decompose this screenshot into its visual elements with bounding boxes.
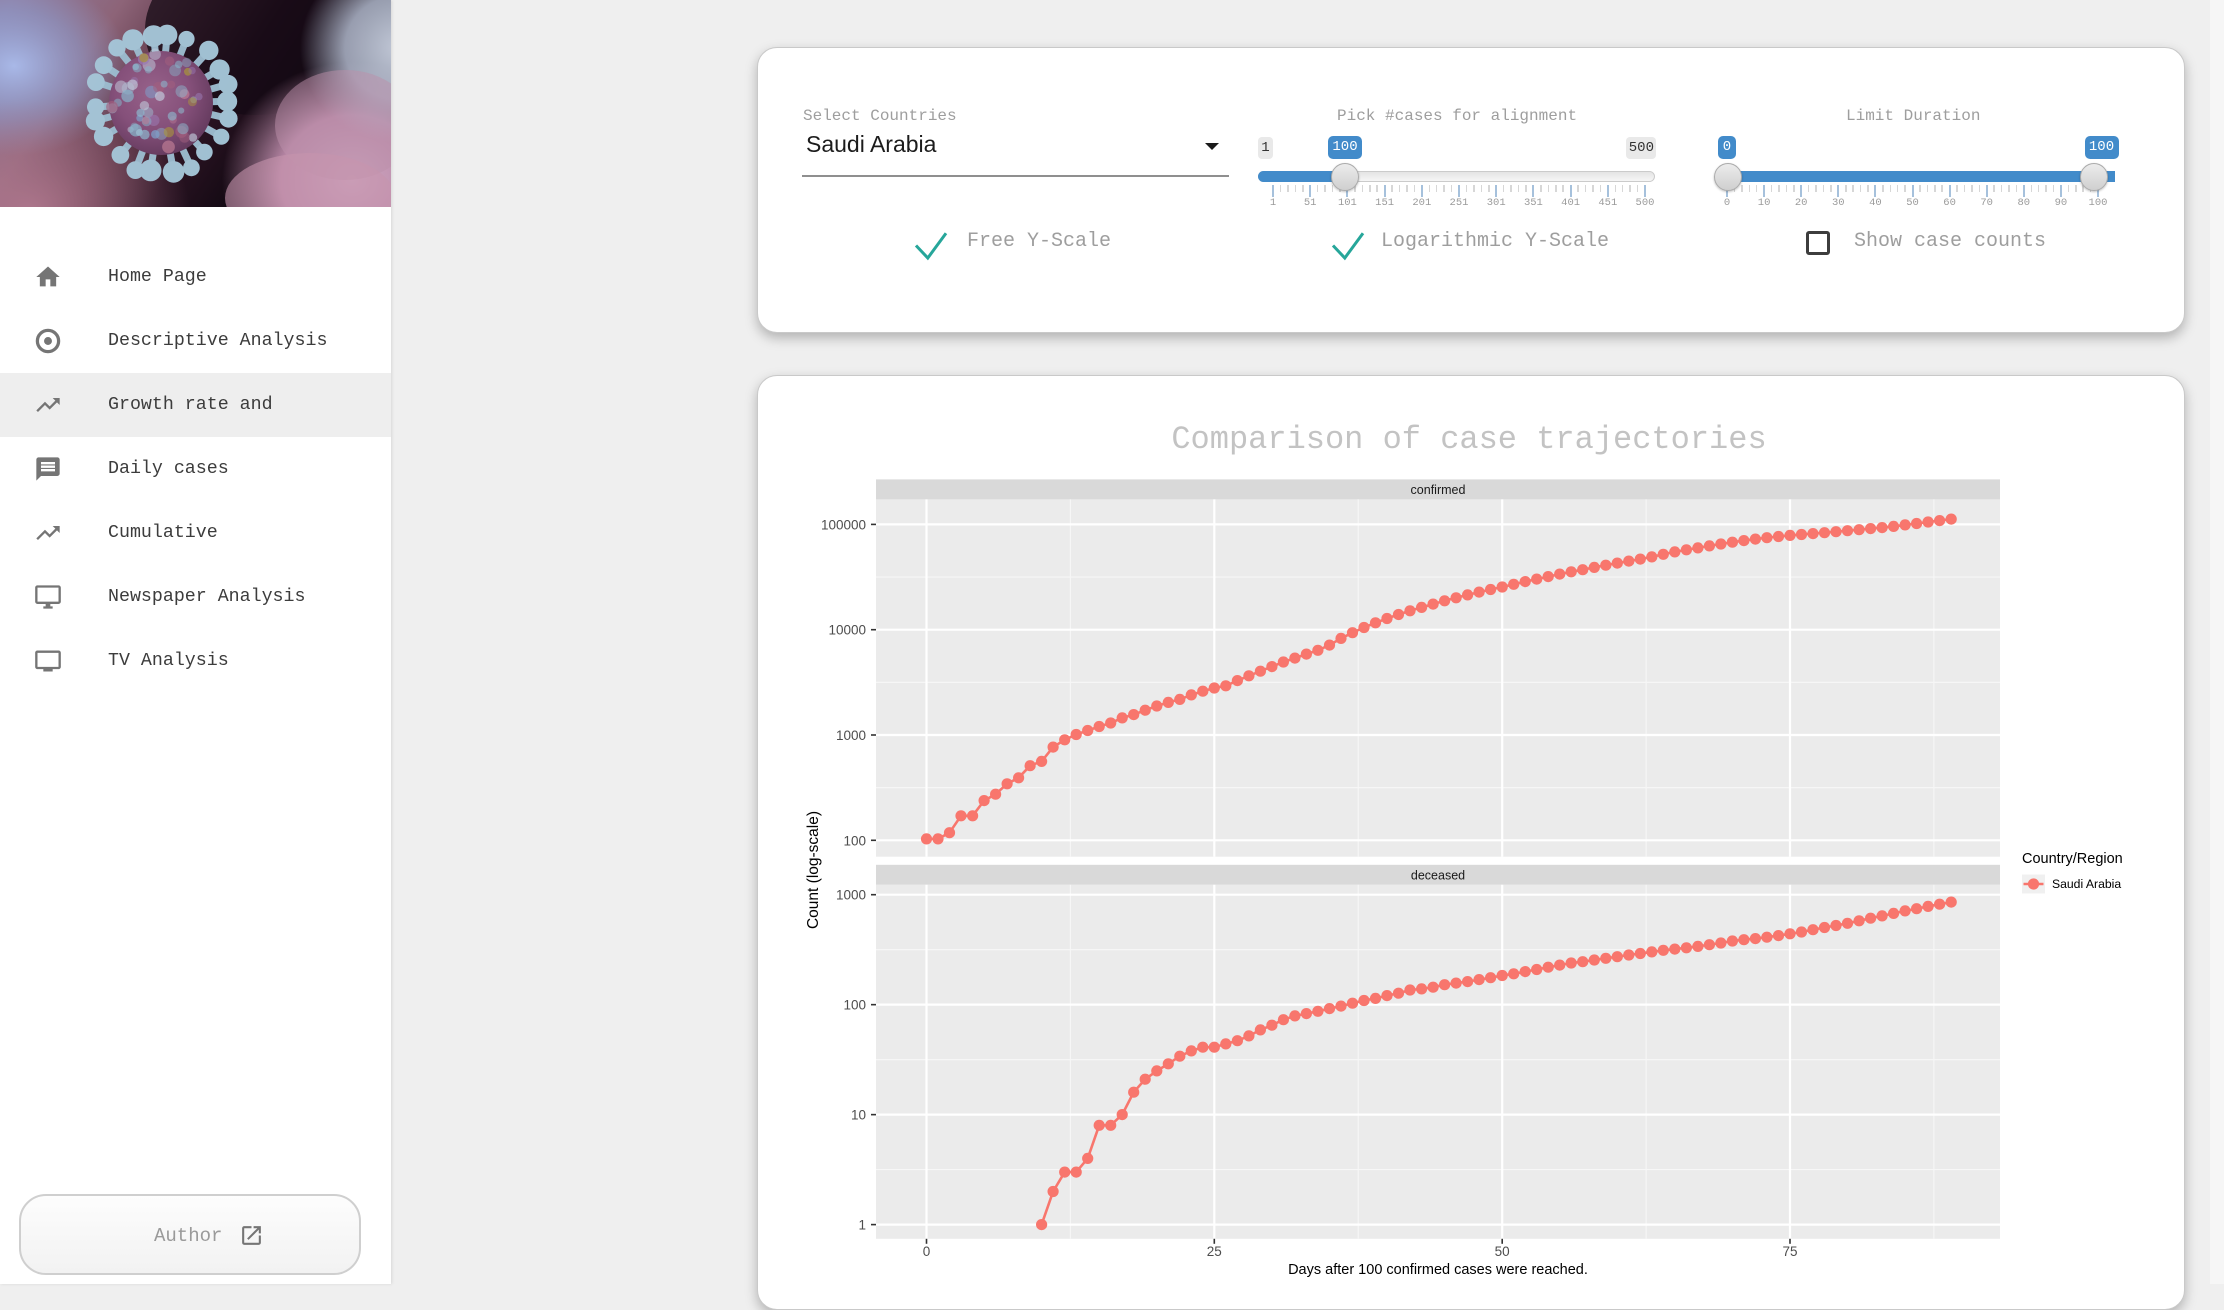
svg-text:Days after 100 confirmed cases: Days after 100 confirmed cases were reac… [1288,1262,1588,1278]
svg-text:1000: 1000 [836,888,866,903]
svg-text:50: 50 [1495,1244,1510,1259]
svg-text:Comparison of case trajectorie: Comparison of case trajectories [1171,421,1766,458]
svg-text:10000: 10000 [828,623,866,638]
svg-text:deceased: deceased [1411,868,1465,882]
svg-text:Count (log-scale): Count (log-scale) [805,811,822,929]
svg-text:10: 10 [851,1108,866,1123]
svg-text:25: 25 [1207,1244,1222,1259]
svg-text:Saudi Arabia: Saudi Arabia [2052,877,2121,891]
svg-text:100: 100 [843,998,866,1013]
svg-text:100: 100 [843,833,866,848]
svg-text:0: 0 [923,1244,931,1259]
svg-text:1000: 1000 [836,728,866,743]
svg-text:100000: 100000 [821,517,866,532]
svg-text:1: 1 [858,1218,866,1233]
svg-text:confirmed: confirmed [1411,483,1466,497]
svg-text:Country/Region: Country/Region [2022,851,2123,867]
svg-text:75: 75 [1782,1244,1797,1259]
